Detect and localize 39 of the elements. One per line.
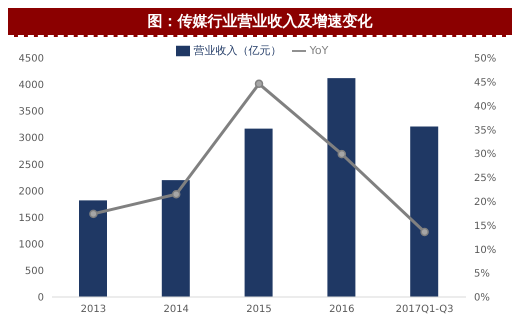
y-tick-label: 1500 bbox=[18, 212, 44, 224]
y-tick-label: 4500 bbox=[18, 54, 44, 65]
y2-tick-label: 40% bbox=[474, 101, 496, 112]
y-tick-label: 500 bbox=[24, 266, 44, 277]
point bbox=[338, 150, 346, 158]
bar bbox=[79, 200, 107, 297]
bar bbox=[327, 78, 356, 297]
y2-tick-label: 15% bbox=[474, 220, 496, 232]
y-tick-label: 2000 bbox=[18, 186, 44, 198]
y2-tick-label: 5% bbox=[474, 268, 490, 280]
x-tick-label: 2016 bbox=[329, 304, 355, 316]
x-tick-label: 2017Q1-Q3 bbox=[396, 304, 454, 316]
point bbox=[89, 210, 98, 218]
y2-tick-label: 45% bbox=[474, 77, 496, 88]
bar bbox=[162, 180, 190, 297]
x-tick-label: 2013 bbox=[80, 304, 106, 316]
y2-tick-label: 25% bbox=[474, 173, 496, 184]
y2-tick-label: 10% bbox=[474, 244, 496, 256]
y-tick-label: 3000 bbox=[18, 133, 44, 144]
y2-tick-label: 20% bbox=[474, 196, 496, 208]
point bbox=[172, 190, 180, 198]
legend-label: YoY bbox=[310, 44, 328, 57]
bar bbox=[244, 128, 273, 297]
legend-label: 营业收入（亿元） bbox=[194, 44, 282, 57]
y2-tick-label: 0% bbox=[474, 292, 490, 304]
y-tick-label: 4000 bbox=[18, 80, 44, 92]
y-tick-label: 2500 bbox=[18, 160, 44, 171]
y2-tick-label: 30% bbox=[474, 149, 496, 160]
y-tick-label: 0 bbox=[38, 292, 44, 304]
x-tick-label: 2015 bbox=[246, 304, 272, 316]
bar bbox=[410, 126, 438, 297]
point bbox=[254, 80, 264, 88]
chart-title: 图：传媒行业营业收入及增速变化 bbox=[8, 8, 512, 37]
y-tick-label: 1000 bbox=[18, 239, 44, 250]
point bbox=[420, 228, 429, 236]
x-tick-label: 2014 bbox=[163, 304, 189, 316]
y-tick-label: 3500 bbox=[18, 106, 44, 118]
y2-tick-label: 35% bbox=[474, 125, 496, 136]
y2-tick-label: 50% bbox=[474, 54, 496, 65]
